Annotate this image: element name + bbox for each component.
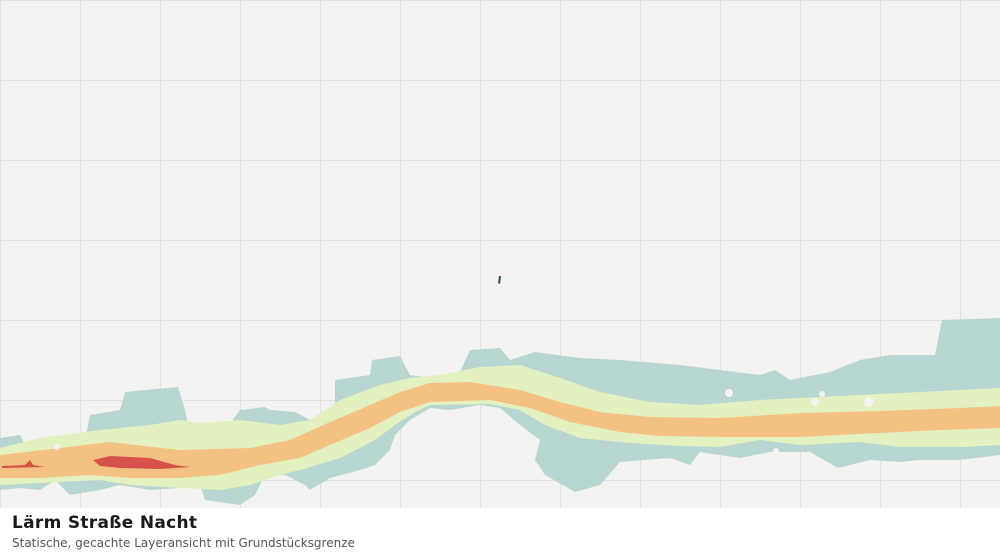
noise-zone-very-high (2, 456, 190, 469)
footer: Lärm Straße Nacht Statische, gecachte La… (0, 508, 1000, 560)
property-boundary (498, 276, 501, 284)
map (0, 0, 1000, 508)
noise-zone-high (0, 382, 1000, 478)
title: Lärm Straße Nacht (12, 513, 198, 533)
map-holes (54, 389, 874, 454)
subtitle: Statische, gecachte Layeransicht mit Gru… (12, 536, 355, 550)
